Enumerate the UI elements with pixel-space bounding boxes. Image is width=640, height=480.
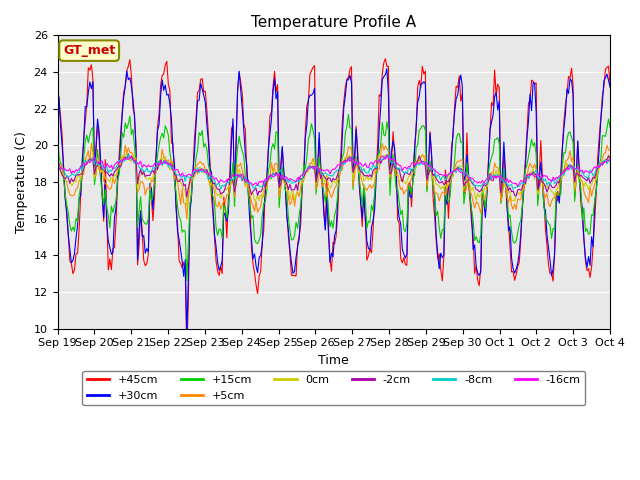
0cm: [54, 161, 61, 167]
-16cm: [237, 173, 244, 179]
+5cm: [579, 180, 586, 185]
0cm: [221, 186, 229, 192]
-16cm: [295, 177, 303, 182]
-8cm: [579, 169, 586, 175]
+15cm: [238, 148, 246, 154]
+45cm: [220, 194, 228, 200]
0cm: [579, 178, 586, 184]
-8cm: [606, 159, 614, 165]
+5cm: [88, 141, 95, 146]
+45cm: [122, 83, 129, 88]
+30cm: [248, 236, 255, 241]
Line: -2cm: -2cm: [58, 154, 610, 197]
+15cm: [54, 134, 61, 140]
-8cm: [240, 176, 248, 182]
-8cm: [122, 157, 129, 163]
-8cm: [298, 176, 306, 181]
-2cm: [125, 151, 132, 156]
+5cm: [606, 148, 614, 154]
-2cm: [221, 185, 229, 191]
Line: +30cm: +30cm: [58, 69, 610, 340]
+45cm: [297, 222, 305, 228]
-16cm: [122, 157, 129, 163]
+15cm: [606, 124, 614, 130]
+5cm: [249, 203, 257, 208]
-2cm: [249, 189, 257, 194]
+45cm: [248, 245, 255, 251]
+5cm: [298, 175, 306, 181]
+30cm: [383, 66, 391, 72]
0cm: [123, 150, 131, 156]
Line: +45cm: +45cm: [58, 59, 610, 355]
+5cm: [240, 173, 248, 179]
0cm: [298, 180, 306, 186]
-16cm: [514, 183, 522, 189]
+15cm: [344, 111, 352, 117]
-2cm: [183, 194, 191, 200]
+30cm: [238, 105, 246, 111]
+45cm: [54, 79, 61, 85]
-8cm: [249, 184, 257, 190]
+5cm: [54, 159, 61, 165]
Line: -8cm: -8cm: [58, 155, 610, 189]
X-axis label: Time: Time: [319, 354, 349, 367]
+5cm: [221, 200, 229, 205]
0cm: [249, 191, 257, 197]
+5cm: [123, 151, 131, 156]
+30cm: [54, 88, 61, 94]
-8cm: [221, 181, 229, 187]
+45cm: [183, 352, 191, 358]
0cm: [122, 153, 129, 159]
+15cm: [297, 202, 305, 208]
+15cm: [248, 215, 255, 221]
+30cm: [122, 84, 129, 89]
-2cm: [579, 174, 586, 180]
+30cm: [183, 337, 191, 343]
Legend: +45cm, +30cm, +15cm, +5cm, 0cm, -2cm, -8cm, -16cm: +45cm, +30cm, +15cm, +5cm, 0cm, -2cm, -8…: [83, 371, 585, 405]
-16cm: [606, 158, 614, 164]
-8cm: [54, 167, 61, 172]
-2cm: [606, 156, 614, 161]
Line: +5cm: +5cm: [58, 144, 610, 219]
+45cm: [606, 82, 614, 87]
+30cm: [297, 209, 305, 215]
+15cm: [183, 278, 191, 284]
+30cm: [220, 210, 228, 216]
Line: 0cm: 0cm: [58, 153, 610, 206]
-2cm: [54, 160, 61, 166]
-16cm: [218, 178, 226, 184]
-16cm: [579, 168, 586, 173]
0cm: [606, 156, 614, 161]
+45cm: [381, 56, 389, 61]
-16cm: [383, 152, 391, 158]
+45cm: [579, 216, 586, 221]
0cm: [240, 177, 248, 182]
+15cm: [220, 202, 228, 208]
-2cm: [240, 173, 248, 179]
-8cm: [217, 186, 225, 192]
Title: Temperature Profile A: Temperature Profile A: [252, 15, 417, 30]
-2cm: [298, 176, 306, 181]
+45cm: [238, 91, 246, 96]
-16cm: [246, 180, 253, 186]
Line: +15cm: +15cm: [58, 114, 610, 281]
+30cm: [606, 84, 614, 90]
-8cm: [125, 152, 132, 157]
Line: -16cm: -16cm: [58, 155, 610, 186]
+5cm: [183, 216, 191, 222]
-16cm: [54, 164, 61, 170]
Text: GT_met: GT_met: [63, 44, 115, 57]
0cm: [183, 204, 191, 209]
+15cm: [579, 217, 586, 223]
+30cm: [579, 205, 586, 211]
Y-axis label: Temperature (C): Temperature (C): [15, 131, 28, 233]
+15cm: [122, 120, 129, 126]
-2cm: [122, 154, 129, 160]
